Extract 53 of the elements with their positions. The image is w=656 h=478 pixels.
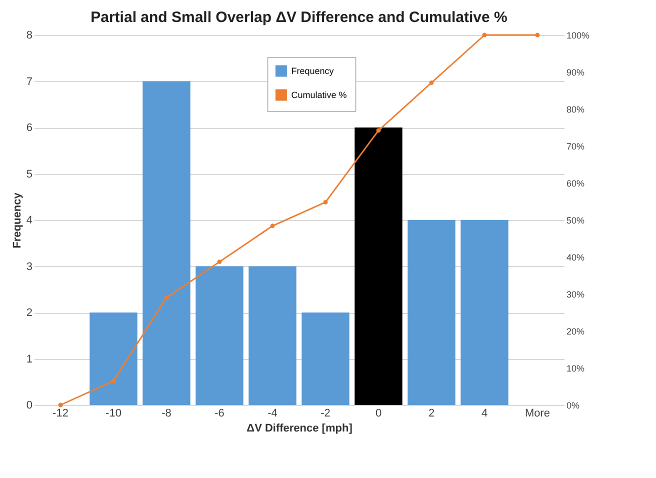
y2-tick-label: 20%: [566, 326, 585, 336]
bar: [460, 220, 508, 405]
point: [323, 200, 328, 204]
bar: [302, 312, 350, 405]
bar: [142, 81, 190, 405]
y2-tick-label: 40%: [566, 252, 585, 262]
point: [270, 224, 275, 228]
y-tick-label: 2: [26, 307, 32, 319]
x-tick-label: 2: [428, 408, 435, 420]
bar: [408, 220, 456, 405]
y-tick-label: 7: [26, 76, 32, 88]
x-tick-label: -4: [268, 408, 278, 420]
y-axis-title: Frequency: [11, 192, 24, 248]
x-tick-label: -10: [106, 408, 122, 420]
y-tick-label: 1: [26, 353, 32, 366]
bar: [248, 266, 296, 405]
y2-tick-label: 100%: [566, 30, 590, 40]
x-tick-label: -2: [320, 408, 330, 420]
chart-title: Partial and Small Overlap ΔV Difference and Cumulative %: [90, 9, 508, 26]
y2-tick-label: 30%: [566, 290, 585, 300]
y-tick-label: 5: [26, 168, 32, 180]
x-tick-label: -12: [52, 408, 68, 420]
y2-tick-label: 0%: [566, 400, 580, 410]
point: [164, 295, 169, 300]
legend-label: Cumulative %: [291, 90, 347, 100]
bar: [354, 128, 402, 405]
bar: [196, 266, 244, 405]
point: [217, 260, 222, 264]
y2-tick-label: 90%: [566, 68, 585, 78]
y-tick-label: 0: [26, 400, 32, 412]
y2-tick-label: 80%: [566, 104, 585, 114]
legend-label: Frequency: [291, 66, 334, 76]
x-tick-label: -8: [162, 408, 172, 420]
x-tick-label: 0: [375, 408, 382, 420]
y-tick-label: 4: [26, 214, 32, 226]
y2-tick-label: 60%: [566, 178, 585, 188]
point: [482, 32, 487, 38]
point: [429, 80, 434, 85]
x-tick-label: 4: [481, 408, 488, 420]
y-tick-label: 3: [26, 260, 32, 273]
bar: [90, 312, 138, 405]
x-tick-label: More: [524, 408, 550, 420]
x-tick-label: -6: [214, 408, 224, 420]
y-tick-label: 6: [26, 122, 32, 134]
x-axis-title: ΔV Difference [mph]: [246, 422, 353, 434]
point: [58, 402, 63, 408]
y-tick-label: 8: [26, 30, 32, 42]
point: [535, 32, 540, 38]
y2-tick-label: 10%: [566, 364, 585, 374]
y2-tick-label: 70%: [566, 142, 585, 152]
point: [111, 378, 116, 384]
point: [376, 128, 381, 133]
y2-tick-label: 50%: [566, 216, 585, 226]
